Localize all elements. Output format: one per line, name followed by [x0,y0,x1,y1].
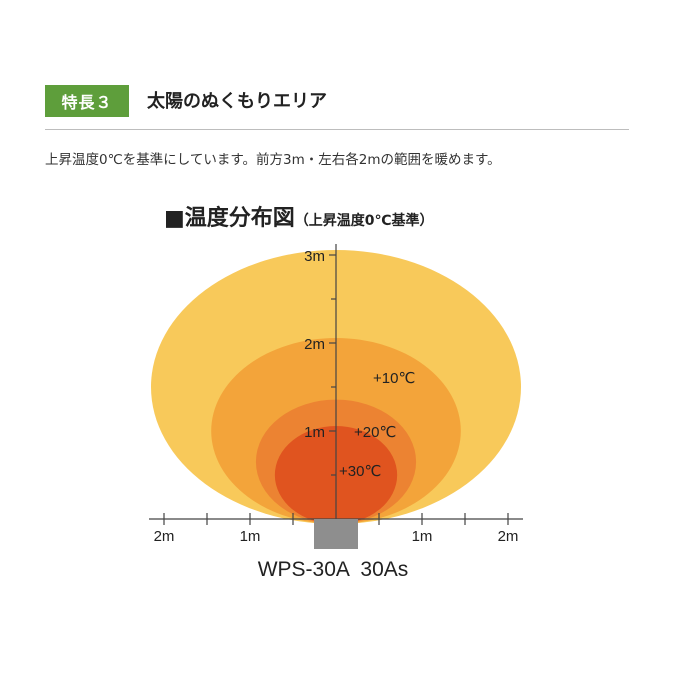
x-tick-label: 2m [154,528,175,545]
feature-title: 太陽のぬくもりエリア [147,91,327,112]
zone-3-label: +30℃ [339,463,381,480]
model-label: WPS-30A 30As [258,558,409,581]
x-tick-label: 2m [498,528,519,545]
feature-description: 上昇温度0℃を基準にしています。前方3m・左右各2mの範囲を暖めます。 [45,152,501,168]
x-tick-label: 1m [240,528,261,545]
y-tick-label: 3m [304,248,325,265]
chart-subtitle: （上昇温度0℃基準） [294,213,434,229]
divider-line [45,129,629,130]
y-tick-label: 1m [304,424,325,441]
chart-title-group: ■温度分布図（上昇温度0℃基準） [164,200,434,232]
y-tick-label: 2m [304,336,325,353]
x-tick-label: 1m [412,528,433,545]
zone-2-label: +20℃ [354,424,396,441]
chart-title: ■温度分布図 [164,206,295,231]
axes-layer: 1m 2m 3m 2m 1m 1m 2m +10℃ +20℃ +30℃ [149,244,523,545]
zone-1-label: +10℃ [373,370,415,387]
feature-badge: 特長３ [45,85,129,117]
heater-unit [314,519,358,549]
